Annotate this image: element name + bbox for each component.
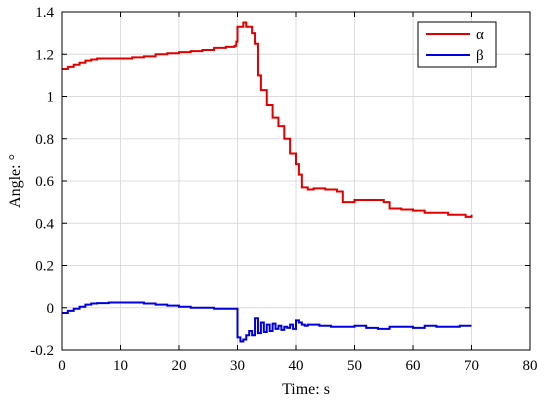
- y-tick-label: 1.2: [35, 47, 54, 63]
- y-tick-label: 0.2: [35, 259, 54, 275]
- y-tick-label: 0: [47, 301, 55, 317]
- legend: α β: [417, 21, 497, 68]
- x-tick-label: 70: [464, 358, 479, 374]
- y-tick-label: 0.6: [35, 174, 54, 190]
- y-tick-label: 1: [47, 90, 55, 106]
- x-tick-label: 0: [58, 358, 66, 374]
- y-tick-label: 0.8: [35, 132, 54, 148]
- x-tick-label: 20: [172, 358, 187, 374]
- y-axis-tick-labels: -0.2 0 0.2 0.4 0.6 0.8 1 1.2 1.4: [30, 5, 54, 359]
- x-axis-title: Time: s: [282, 381, 330, 398]
- x-tick-label: 10: [113, 358, 128, 374]
- axis-ticks: [61, 11, 531, 351]
- y-axis-title: Angle: °: [7, 154, 24, 208]
- series-line-alpha: [62, 21, 473, 218]
- x-tick-label: 40: [289, 358, 304, 374]
- x-tick-label: 30: [230, 358, 245, 374]
- y-tick-label: 0.4: [35, 216, 54, 232]
- y-tick-label: 1.4: [35, 5, 54, 21]
- legend-box: [417, 21, 497, 68]
- series-lines: [62, 21, 473, 343]
- x-tick-label: 80: [523, 358, 538, 374]
- x-tick-label: 50: [347, 358, 362, 374]
- x-tick-label: 60: [406, 358, 421, 374]
- y-tick-label: -0.2: [30, 343, 54, 359]
- series-line-beta: [62, 301, 472, 343]
- x-axis-tick-labels: 0 10 20 30 40 50 60 70 80: [58, 358, 537, 374]
- legend-label-beta: β: [476, 48, 484, 64]
- legend-label-alpha: α: [476, 27, 484, 43]
